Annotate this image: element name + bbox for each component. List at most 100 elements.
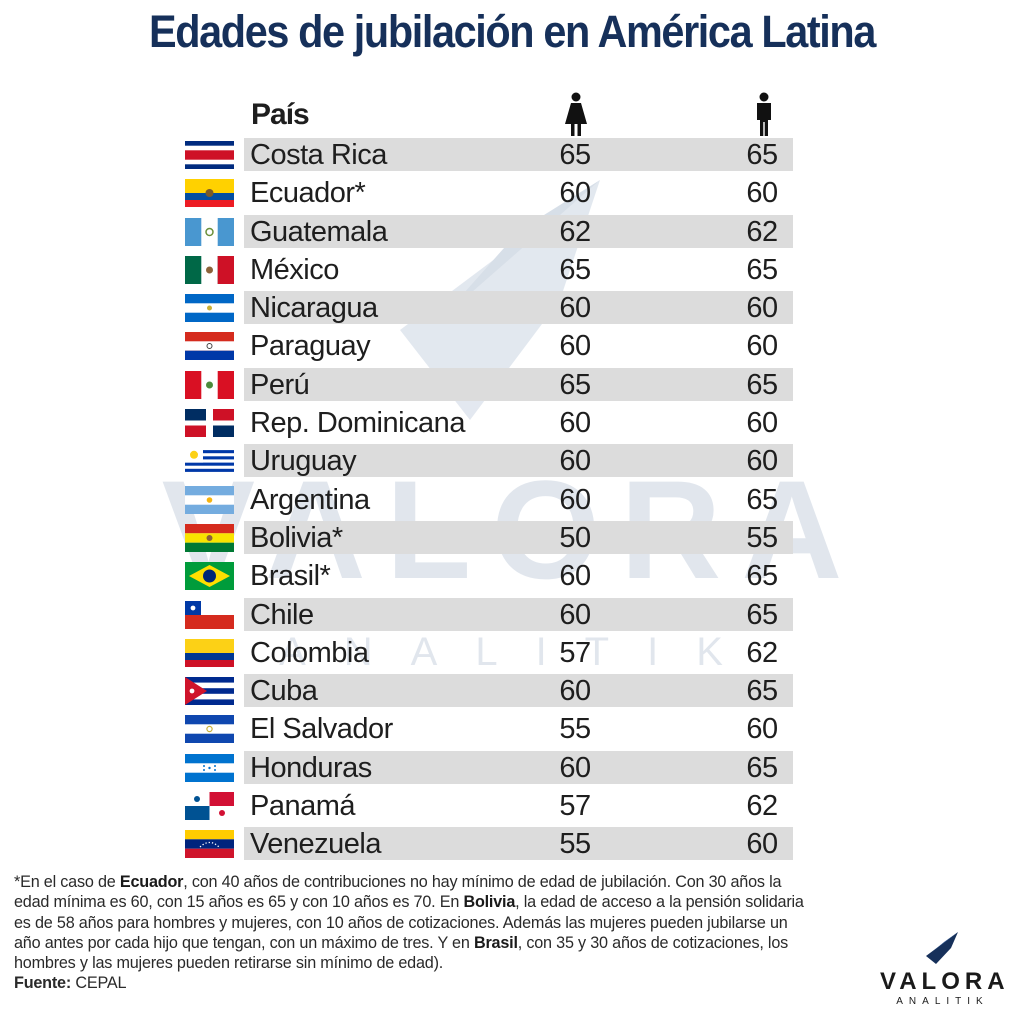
country-name: Ecuador* bbox=[250, 177, 366, 210]
row-band bbox=[244, 214, 793, 248]
bolivia-flag bbox=[185, 523, 234, 552]
men-age: 65 bbox=[746, 560, 778, 593]
footnote-text-4: , con 35 y 30 años de cotizaciones, los … bbox=[14, 933, 789, 973]
mexico-flag bbox=[185, 255, 234, 284]
women-age: 60 bbox=[559, 560, 591, 593]
country-name: Nicaragua bbox=[250, 292, 378, 325]
ecuador-flag bbox=[185, 179, 234, 208]
retirement-table: País Costa Rica 65 65 Ecuador* 60 60 Guatemala… bbox=[185, 92, 793, 864]
women-age: 60 bbox=[559, 177, 591, 210]
table-row: Cuba 60 65 bbox=[185, 672, 793, 710]
women-age: 60 bbox=[559, 483, 591, 516]
row-band bbox=[244, 138, 793, 171]
table-row: El Salvador 55 60 bbox=[185, 710, 793, 748]
men-age: 60 bbox=[746, 713, 778, 746]
country-name: El Salvador bbox=[250, 713, 393, 746]
men-age: 60 bbox=[746, 445, 778, 478]
country-name: Colombia bbox=[250, 636, 369, 669]
men-age: 65 bbox=[746, 139, 778, 171]
valora-logo-mark-icon bbox=[926, 932, 958, 964]
men-age: 65 bbox=[746, 483, 778, 516]
men-age: 62 bbox=[746, 215, 778, 248]
el-salvador-flag bbox=[185, 715, 234, 744]
country-name: Argentina bbox=[250, 483, 370, 516]
row-band bbox=[244, 520, 793, 554]
men-age: 55 bbox=[746, 521, 778, 554]
men-age: 65 bbox=[746, 598, 778, 631]
argentina-flag bbox=[185, 485, 234, 514]
panama-flag bbox=[185, 792, 234, 821]
men-age: 65 bbox=[746, 675, 778, 708]
table-row: Venezuela 55 60 bbox=[185, 825, 793, 863]
table-row: México 65 65 bbox=[185, 251, 793, 289]
women-age: 55 bbox=[559, 828, 591, 861]
costa-rica-flag bbox=[185, 141, 234, 169]
table-row: Guatemala 62 62 bbox=[185, 213, 793, 251]
row-band bbox=[244, 750, 793, 784]
table-row: Perú 65 65 bbox=[185, 366, 793, 404]
men-age: 62 bbox=[746, 790, 778, 823]
footnote-bolivia: Bolivia bbox=[463, 893, 516, 912]
footnote-ecuador: Ecuador bbox=[119, 873, 184, 891]
country-name: México bbox=[250, 253, 339, 286]
male-icon bbox=[757, 92, 771, 136]
women-age: 60 bbox=[559, 407, 591, 440]
source-value: CEPAL bbox=[75, 974, 127, 993]
table-row: Ecuador* 60 60 bbox=[185, 174, 793, 212]
men-age: 60 bbox=[746, 292, 778, 325]
table-row: Paraguay 60 60 bbox=[185, 327, 793, 365]
men-age: 60 bbox=[746, 177, 778, 210]
row-band bbox=[244, 597, 793, 631]
women-age: 55 bbox=[559, 713, 591, 746]
women-age: 60 bbox=[559, 751, 591, 784]
guatemala-flag bbox=[185, 217, 234, 246]
page-title: Edades de jubilación en América Latina bbox=[149, 6, 876, 57]
row-band bbox=[244, 291, 793, 325]
colombia-flag bbox=[185, 638, 234, 667]
footnote-brasil: Brasil bbox=[473, 933, 518, 952]
paraguay-flag bbox=[185, 332, 234, 361]
women-age: 60 bbox=[559, 598, 591, 631]
country-name: Panamá bbox=[250, 790, 356, 823]
table-row: Panamá 57 62 bbox=[185, 787, 793, 825]
women-age: 65 bbox=[559, 139, 591, 171]
row-band bbox=[244, 827, 793, 861]
chile-flag bbox=[185, 600, 234, 629]
women-age: 60 bbox=[559, 445, 591, 478]
peru-flag bbox=[185, 370, 234, 399]
women-age: 60 bbox=[559, 675, 591, 708]
table-body: Costa Rica 65 65 Ecuador* 60 60 Guatemala 62 62 M… bbox=[185, 136, 793, 864]
header-country: País bbox=[251, 98, 310, 131]
country-name: Cuba bbox=[250, 675, 318, 708]
row-band bbox=[244, 674, 793, 708]
women-age: 65 bbox=[559, 368, 591, 401]
valora-logo: VALORA ANALITIK bbox=[880, 928, 1010, 1013]
men-age: 60 bbox=[746, 330, 778, 363]
country-name: Paraguay bbox=[250, 330, 371, 363]
country-name: Honduras bbox=[250, 751, 372, 784]
footnote: *En el caso de Ecuador, con 40 años de c… bbox=[14, 872, 814, 994]
women-age: 60 bbox=[559, 292, 591, 325]
row-band bbox=[244, 444, 793, 478]
country-name: Uruguay bbox=[250, 445, 357, 478]
country-name: Bolivia* bbox=[250, 521, 343, 554]
nicaragua-flag bbox=[185, 294, 234, 323]
country-name: Rep. Dominicana bbox=[250, 407, 465, 440]
men-age: 60 bbox=[746, 407, 778, 440]
dominican-republic-flag bbox=[185, 409, 234, 438]
table-row: Chile 60 65 bbox=[185, 596, 793, 634]
venezuela-flag bbox=[185, 830, 234, 859]
country-name: Perú bbox=[250, 368, 310, 401]
women-age: 60 bbox=[559, 330, 591, 363]
country-name: Guatemala bbox=[250, 215, 388, 248]
footnote-text-2: , con 40 años de contribuciones no hay m… bbox=[14, 873, 782, 912]
footnote-text-3: , la edad de acceso a la pensión solidar… bbox=[14, 893, 804, 952]
men-age: 62 bbox=[746, 636, 778, 669]
cuba-flag bbox=[185, 677, 234, 706]
table-row: Bolivia* 50 55 bbox=[185, 519, 793, 557]
table-row: Rep. Dominicana 60 60 bbox=[185, 404, 793, 442]
logo-sub: ANALITIK bbox=[896, 996, 989, 1007]
table-row: Colombia 57 62 bbox=[185, 634, 793, 672]
country-name: Costa Rica bbox=[250, 139, 387, 171]
women-age: 62 bbox=[559, 215, 591, 248]
